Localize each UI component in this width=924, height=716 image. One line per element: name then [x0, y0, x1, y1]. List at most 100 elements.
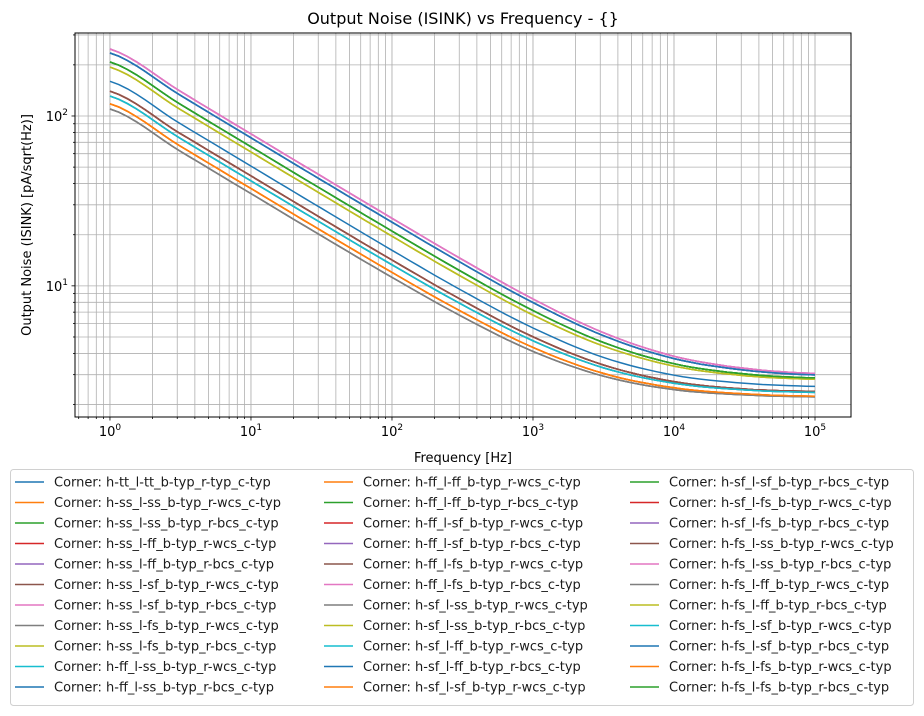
legend-label: Corner: h-ff_l-ff_b-typ_r-wcs_c-typ — [363, 476, 581, 491]
legend-entry: Corner: h-fs_l-ss_b-typ_r-wcs_c-typ — [630, 537, 894, 552]
legend-label: Corner: h-ss_l-ss_b-typ_r-wcs_c-typ — [54, 496, 281, 511]
series-line — [109, 52, 816, 376]
series-line — [109, 52, 816, 376]
legend-label: Corner: h-fs_l-fs_b-typ_r-wcs_c-typ — [669, 660, 892, 675]
series-line — [109, 48, 816, 375]
legend-entry: Corner: h-ff_l-sf_b-typ_r-wcs_c-typ — [324, 517, 583, 532]
series-line — [109, 95, 816, 394]
legend-label: Corner: h-ff_l-fs_b-typ_r-bcs_c-typ — [363, 578, 581, 593]
legend-entry: Corner: h-sf_l-ss_b-typ_r-wcs_c-typ — [324, 599, 588, 614]
x-tick-label: 103 — [522, 423, 544, 440]
series-line — [109, 48, 816, 375]
series-line — [109, 61, 816, 379]
legend-entry: Corner: h-fs_l-ss_b-typ_r-bcs_c-typ — [630, 558, 891, 573]
series-line — [109, 95, 816, 394]
legend-label: Corner: h-ff_l-sf_b-typ_r-wcs_c-typ — [363, 517, 583, 532]
series-line — [109, 103, 816, 397]
legend-entry: Corner: h-ff_l-sf_b-typ_r-bcs_c-typ — [324, 537, 581, 552]
legend-entry: Corner: h-ff_l-fs_b-typ_r-bcs_c-typ — [324, 578, 581, 593]
legend-label: Corner: h-ss_l-sf_b-typ_r-wcs_c-typ — [54, 578, 279, 593]
series-line — [109, 61, 816, 379]
legend-entry: Corner: h-sf_l-ff_b-typ_r-wcs_c-typ — [324, 640, 583, 655]
legend-entry: Corner: h-tt_l-tt_b-typ_r-typ_c-typ — [15, 476, 271, 491]
legend-label: Corner: h-sf_l-ff_b-typ_r-wcs_c-typ — [363, 640, 583, 655]
legend-entry: Corner: h-ss_l-ff_b-typ_r-wcs_c-typ — [15, 537, 276, 552]
series-line — [109, 95, 816, 394]
legend-box — [10, 469, 914, 706]
legend-label: Corner: h-ss_l-ff_b-typ_r-wcs_c-typ — [54, 537, 276, 552]
legend-label: Corner: h-ss_l-ff_b-typ_r-bcs_c-typ — [54, 558, 274, 573]
series-line — [109, 90, 816, 393]
y-tick-label: 102 — [46, 108, 68, 125]
legend-label: Corner: h-ss_l-ss_b-typ_r-bcs_c-typ — [54, 517, 279, 532]
series-line — [109, 66, 816, 380]
legend-entry: Corner: h-ss_l-ss_b-typ_r-wcs_c-typ — [15, 496, 281, 511]
x-tick-label: 100 — [99, 423, 122, 440]
legend-entry: Corner: h-ss_l-sf_b-typ_r-bcs_c-typ — [15, 599, 276, 614]
legend-label: Corner: h-sf_l-sf_b-typ_r-wcs_c-typ — [363, 681, 586, 696]
ticks: 100 101 102 103 104 105 101 102 — [46, 34, 826, 440]
legend-entry: Corner: h-fs_l-fs_b-typ_r-bcs_c-typ — [630, 681, 889, 696]
series-line — [109, 90, 816, 393]
legend-label: Corner: h-ff_l-ss_b-typ_r-bcs_c-typ — [54, 681, 274, 696]
series-line — [109, 61, 816, 379]
series-line — [109, 90, 816, 393]
series-line — [109, 103, 816, 397]
series-line — [109, 52, 816, 376]
x-tick-label: 101 — [240, 423, 262, 440]
legend-label: Corner: h-ss_l-fs_b-typ_r-wcs_c-typ — [54, 619, 279, 634]
legend-entry: Corner: h-ff_l-ff_b-typ_r-wcs_c-typ — [324, 476, 581, 491]
legend-entry: Corner: h-ss_l-ss_b-typ_r-bcs_c-typ — [15, 517, 279, 532]
legend-label: Corner: h-ss_l-fs_b-typ_r-bcs_c-typ — [54, 640, 276, 655]
legend-label: Corner: h-ff_l-ff_b-typ_r-bcs_c-typ — [363, 496, 578, 511]
legend-label: Corner: h-fs_l-fs_b-typ_r-bcs_c-typ — [669, 681, 889, 696]
series-line — [109, 48, 816, 375]
legend-label: Corner: h-fs_l-sf_b-typ_r-wcs_c-typ — [669, 619, 892, 634]
y-tick-label: 101 — [46, 278, 68, 295]
series-line — [109, 80, 816, 388]
series-line — [109, 103, 816, 397]
legend-entry: Corner: h-ff_l-ss_b-typ_r-bcs_c-typ — [15, 681, 274, 696]
legend-entry: Corner: h-fs_l-sf_b-typ_r-wcs_c-typ — [630, 619, 892, 634]
legend-label: Corner: h-fs_l-ff_b-typ_r-wcs_c-typ — [669, 578, 889, 593]
legend-label: Corner: h-ss_l-sf_b-typ_r-bcs_c-typ — [54, 599, 276, 614]
legend-entry: Corner: h-fs_l-fs_b-typ_r-wcs_c-typ — [630, 660, 892, 675]
series-line — [109, 61, 816, 379]
legend-entry: Corner: h-sf_l-fs_b-typ_r-bcs_c-typ — [630, 517, 889, 532]
series-line — [109, 90, 816, 393]
legend-label: Corner: h-fs_l-ss_b-typ_r-wcs_c-typ — [669, 537, 894, 552]
legend-label: Corner: h-sf_l-fs_b-typ_r-wcs_c-typ — [669, 496, 892, 511]
legend-entry: Corner: h-sf_l-sf_b-typ_r-wcs_c-typ — [324, 681, 586, 696]
legend-entry: Corner: h-fs_l-ff_b-typ_r-wcs_c-typ — [630, 578, 889, 593]
legend-entry: Corner: h-ss_l-fs_b-typ_r-wcs_c-typ — [15, 619, 279, 634]
y-axis-label: Output Noise (ISINK) [pA/sqrt(Hz)] — [20, 114, 35, 336]
legend-label: Corner: h-ff_l-sf_b-typ_r-bcs_c-typ — [363, 537, 581, 552]
legend-label: Corner: h-fs_l-sf_b-typ_r-bcs_c-typ — [669, 640, 889, 655]
series-line — [109, 66, 816, 380]
series-line — [109, 66, 816, 380]
legend-label: Corner: h-sf_l-ss_b-typ_r-wcs_c-typ — [363, 599, 588, 614]
legend-entry: Corner: h-ss_l-fs_b-typ_r-bcs_c-typ — [15, 640, 276, 655]
legend-label: Corner: h-fs_l-ss_b-typ_r-bcs_c-typ — [669, 558, 891, 573]
x-tick-label: 104 — [663, 423, 686, 440]
series-line — [109, 52, 816, 376]
chart-title: Output Noise (ISINK) vs Frequency - {} — [307, 9, 619, 28]
legend-entry: Corner: h-sf_l-ff_b-typ_r-bcs_c-typ — [324, 660, 581, 675]
x-axis-label: Frequency [Hz] — [414, 451, 512, 466]
grid — [75, 33, 851, 417]
plot-frame — [74, 32, 852, 418]
series-line — [109, 95, 816, 394]
legend-entry: Corner: h-ff_l-ss_b-typ_r-wcs_c-typ — [15, 660, 276, 675]
legend-label: Corner: h-sf_l-fs_b-typ_r-bcs_c-typ — [669, 517, 889, 532]
legend-label: Corner: h-fs_l-ff_b-typ_r-bcs_c-typ — [669, 599, 887, 614]
x-tick-label: 102 — [381, 423, 403, 440]
series-line — [109, 48, 816, 375]
legend-entry: Corner: h-ss_l-sf_b-typ_r-wcs_c-typ — [15, 578, 279, 593]
legend-label: Corner: h-tt_l-tt_b-typ_r-typ_c-typ — [54, 476, 271, 491]
series-line — [109, 52, 816, 376]
legend: Corner: h-tt_l-tt_b-typ_r-typ_c-typ Corne… — [15, 476, 894, 696]
legend-entry: Corner: h-sf_l-ss_b-typ_r-bcs_c-typ — [324, 619, 585, 634]
legend-entry: Corner: h-ff_l-ff_b-typ_r-bcs_c-typ — [324, 496, 578, 511]
legend-label: Corner: h-ff_l-ss_b-typ_r-wcs_c-typ — [54, 660, 276, 675]
